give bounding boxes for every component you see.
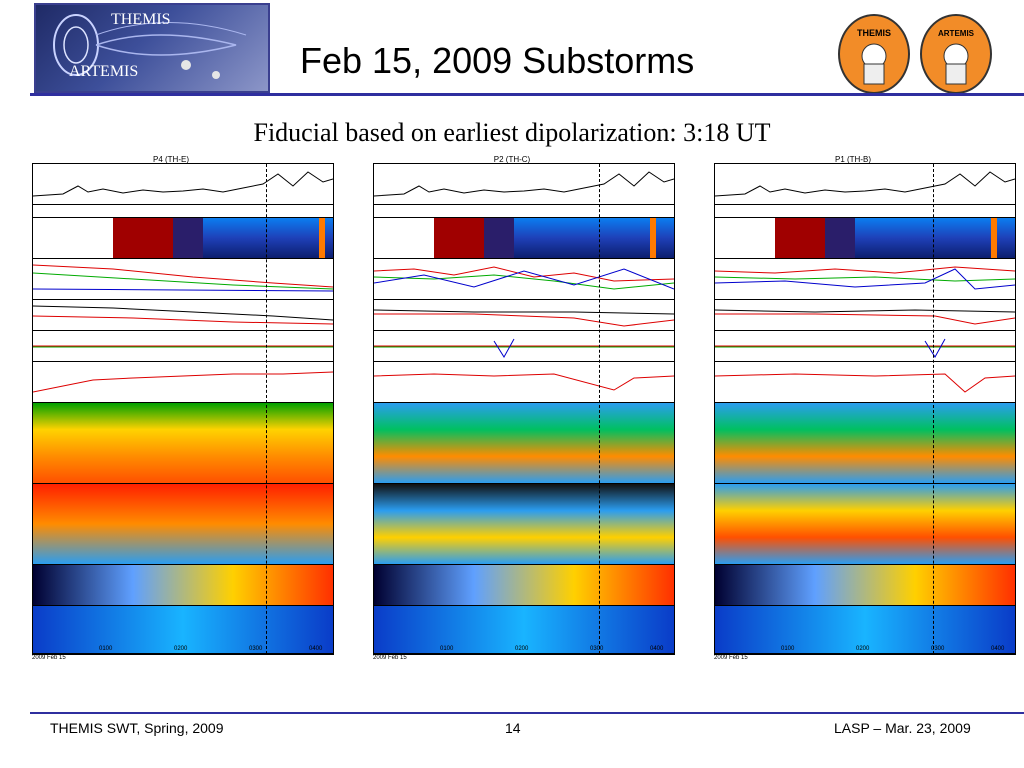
fbk-row [374,565,674,606]
footer-rule [30,712,1024,714]
bfield-row [33,259,333,300]
panel-title: P1 (TH-B) [835,155,871,164]
tick-label: 0200 [174,646,188,652]
tick-label: 0300 [249,646,263,652]
panel-frame [373,163,675,655]
page-number: 14 [505,720,521,736]
themis-badge: THEMIS [838,14,910,94]
spectrogram-row [374,218,674,259]
header-rule [30,93,1024,96]
fbk-scm-row [374,606,674,654]
density-row [374,300,674,331]
position-row [33,205,333,218]
temperature-row [374,362,674,403]
tick-label: 0200 [856,646,870,652]
tick-label: 0100 [781,646,795,652]
panel-title: P2 (TH-C) [493,155,531,164]
temperature-row [715,362,1015,403]
footer-left: THEMIS SWT, Spring, 2009 [50,720,224,736]
ion-spectrogram-row [33,403,333,484]
ae-index-row [374,164,674,205]
tick-label: 0100 [99,646,113,652]
logo-themis-text: THEMIS [111,11,171,28]
themis-badge-text: THEMIS [857,28,891,38]
tick-label: 0400 [650,646,664,652]
ion-spectrogram-row [374,403,674,484]
temperature-row [33,362,333,403]
tick-label: 2009 Feb 15 [714,655,748,661]
panel-frame [32,163,334,655]
subtitle: Fiducial based on earliest dipolarizatio… [253,118,771,147]
page-title: Feb 15, 2009 Substorms [300,40,695,81]
fiducial-line [266,164,267,654]
tick-label: 0400 [309,646,323,652]
probe-panel: P1 (TH-B) 2009 Feb 15 0100 0200 0 [686,155,1020,665]
ae-index-row [715,164,1015,205]
probe-panel: P2 (TH-C) 2009 Feb 15 0100 0200 0 [345,155,679,665]
tick-label: 0400 [991,646,1005,652]
tick-label: 0300 [590,646,604,652]
tick-label: 0300 [931,646,945,652]
electron-spectrogram-row [374,484,674,565]
ion-spectrogram-row [715,403,1015,484]
themis-artemis-logo: THEMIS ARTEMIS [34,3,270,93]
logo-artemis-text: ARTEMIS [69,63,139,80]
bfield-row [374,259,674,300]
artemis-badge: ARTEMIS [920,14,992,94]
tick-label: 0100 [440,646,454,652]
fbk-scm-row [33,606,333,654]
tick-label: 2009 Feb 15 [373,655,407,661]
position-row [715,205,1015,218]
spectrogram-row [33,218,333,259]
density-row [33,300,333,331]
artemis-badge-text: ARTEMIS [938,29,975,38]
panel-title: P4 (TH-E) [153,155,189,164]
ae-index-row [33,164,333,205]
footer-right: LASP – Mar. 23, 2009 [834,720,971,736]
density-row [715,300,1015,331]
bfield-row [715,259,1015,300]
spectrogram-row [715,218,1015,259]
orbit-graphic [53,14,247,79]
position-row [374,205,674,218]
panel-frame [714,163,1016,655]
tick-label: 0200 [515,646,529,652]
tick-label: 2009 Feb 15 [32,655,66,661]
velocity-row [715,331,1015,362]
electron-spectrogram-row [715,484,1015,565]
fbk-scm-row [715,606,1015,654]
velocity-row [374,331,674,362]
fbk-row [715,565,1015,606]
fiducial-line [599,164,600,654]
velocity-row [33,331,333,362]
fbk-row [33,565,333,606]
probe-panel: P4 (TH-E) 2009 Feb 15 0100 0200 0 [4,155,338,665]
fiducial-line [933,164,934,654]
electron-spectrogram-row [33,484,333,565]
